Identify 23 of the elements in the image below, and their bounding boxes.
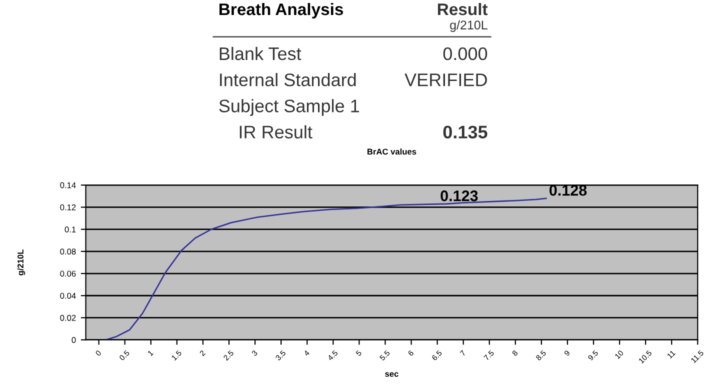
y-tick-label: 0.08 xyxy=(60,248,76,255)
text: g/210L xyxy=(450,20,488,32)
text: Breath Analysis xyxy=(219,2,344,19)
text: Subject Sample 1 xyxy=(219,99,360,116)
y-tick-label: 0.06 xyxy=(60,270,76,277)
x-axis-title: sec xyxy=(385,372,398,377)
y-tick-label: 0.02 xyxy=(60,314,76,321)
y-tick-label: 0 xyxy=(72,337,76,343)
y-axis-title: g/210L xyxy=(17,250,26,276)
text: Internal Standard xyxy=(220,72,356,86)
y-tick-label: 0.12 xyxy=(60,204,76,210)
text: VERIFIED xyxy=(404,74,487,86)
text: 0.000 xyxy=(443,47,488,60)
y-tick-label: 0.1 xyxy=(64,226,76,232)
text: Blank Test xyxy=(220,46,302,60)
y-tick-label: 0.04 xyxy=(60,292,76,299)
annotation: 0.128 xyxy=(550,184,587,196)
y-tick-label: 0.14 xyxy=(60,182,76,188)
annotation: 0.123 xyxy=(440,190,478,202)
text: 0.135 xyxy=(443,126,488,139)
text: IR Result xyxy=(240,125,312,138)
text: Result xyxy=(438,2,488,16)
chart-title: BrAC values xyxy=(368,148,416,155)
